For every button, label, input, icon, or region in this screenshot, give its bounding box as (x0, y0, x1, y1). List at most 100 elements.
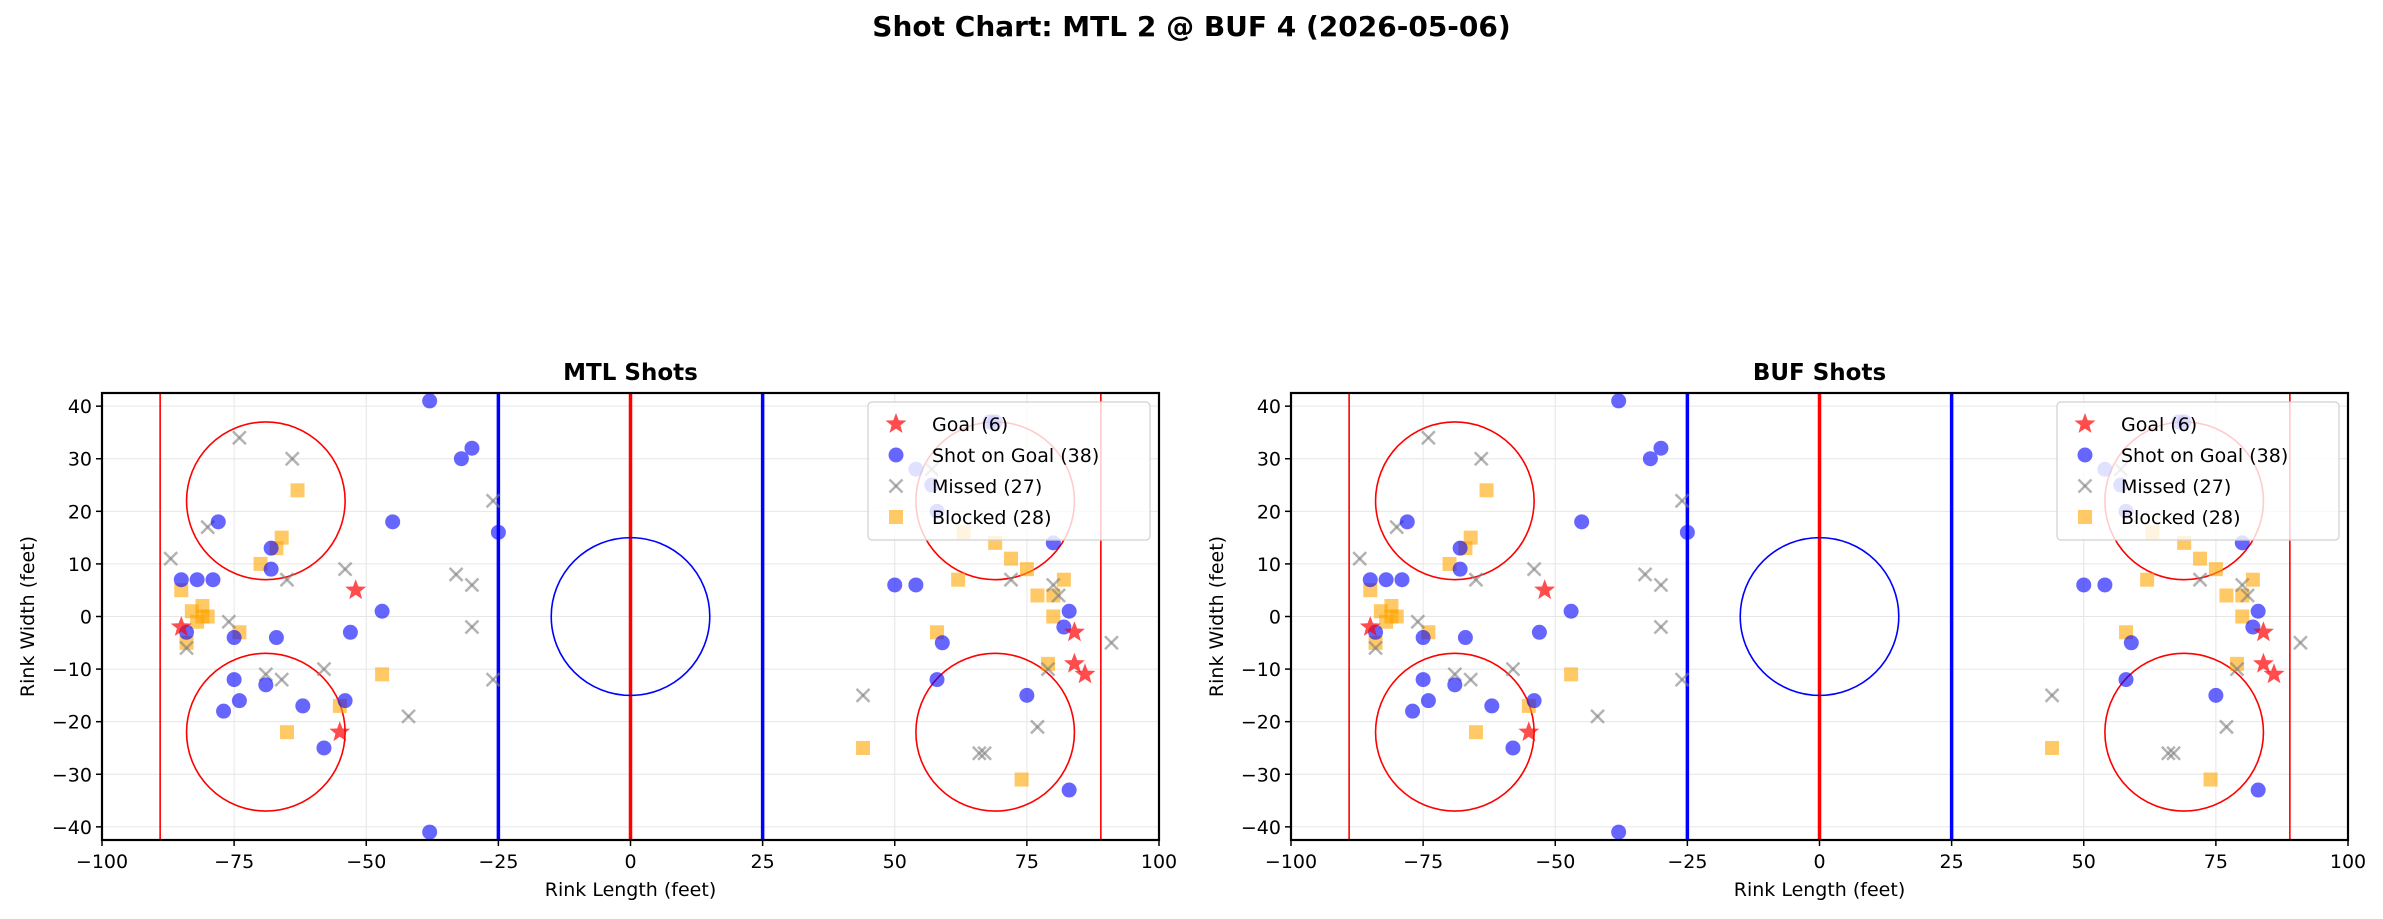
missed-point (232, 430, 247, 446)
x-tick-label: 50 (2072, 851, 2096, 873)
x-stroke-b (1352, 551, 1368, 567)
x-tick-label: −75 (1403, 851, 1443, 873)
shot-on-goal-point (189, 572, 205, 588)
missed-point (464, 619, 480, 635)
x-stroke-b (464, 577, 480, 593)
missed-point (1468, 572, 1484, 588)
x-stroke-b (1463, 672, 1479, 687)
missed-point (337, 561, 353, 577)
legend-marker-missed (888, 478, 904, 494)
x-stroke-b (232, 430, 247, 446)
missed-point (1473, 451, 1489, 467)
shot-on-goal-point (337, 693, 353, 709)
x-stroke-b (2166, 745, 2181, 761)
shot-on-goal-point (295, 698, 311, 714)
shot-on-goal-point (258, 677, 274, 693)
x-axis-label: Rink Length (feet) (1734, 879, 1905, 901)
x-tick-label: −50 (346, 851, 386, 873)
blocked-point (279, 725, 294, 740)
blocked-point (856, 740, 871, 755)
x-stroke-b (2293, 635, 2308, 651)
x-stroke-b (1003, 572, 1019, 588)
missed-point (1368, 640, 1383, 656)
legend-marker-shot-on-goal (2077, 447, 2093, 463)
x-tick-label: 0 (1813, 851, 1825, 873)
shot-on-goal-point (1019, 687, 1035, 703)
missed-point (1637, 567, 1653, 582)
missed-point (284, 451, 300, 467)
faceoff-circle (185, 421, 346, 581)
x-tick-label: −75 (214, 851, 254, 873)
missed-point (2240, 588, 2255, 603)
shot-on-goal-point (2097, 577, 2113, 593)
shot-on-goal-point (1457, 630, 1473, 646)
blocked-point (1468, 725, 1483, 740)
shot-on-goal-point (1642, 451, 1658, 467)
goal-point (345, 579, 367, 600)
shot-on-goal-point (1574, 514, 1590, 530)
chart-title: MTL Shots (563, 360, 698, 386)
blocked-point (2203, 772, 2218, 787)
chart-title: BUF Shots (1753, 360, 1886, 386)
x-stroke-b (274, 672, 290, 687)
y-tick-label: 0 (80, 607, 92, 629)
x-stroke-b (2044, 687, 2060, 703)
y-tick-label: −40 (52, 817, 92, 839)
legend-marker-goal (2074, 413, 2096, 433)
x-tick-label: 75 (1015, 851, 1039, 873)
legend-label: Missed (27) (2121, 476, 2231, 498)
blocked-point (1014, 772, 1029, 787)
shot-on-goal-point (1415, 630, 1431, 646)
missed-point (2219, 719, 2234, 735)
legend-box (2056, 401, 2340, 541)
x-stroke-b (888, 478, 904, 494)
faceoff-circle (915, 652, 1076, 812)
shot-on-goal-point (2123, 635, 2139, 651)
shot-on-goal-point (464, 440, 480, 456)
missed-point (971, 745, 987, 761)
x-stroke-b (1653, 619, 1669, 635)
faceoff-circle (1374, 421, 1535, 581)
missed-point (1653, 577, 1669, 593)
legend-label: Goal (6) (2121, 414, 2197, 436)
blocked-point (290, 483, 305, 498)
missed-point (2044, 687, 2060, 703)
blocked-point (2219, 588, 2234, 603)
missed-point (279, 572, 295, 588)
missed-point (179, 640, 194, 656)
shot-on-goal-point (490, 524, 506, 540)
shot-on-goal-point (2208, 687, 2224, 703)
x-stroke-b (163, 551, 179, 567)
blocked-point (1030, 588, 1045, 603)
shot-on-goal-point (1061, 603, 1077, 619)
shot-on-goal-point (316, 740, 332, 756)
shot-on-goal-point (1420, 693, 1436, 709)
shot-on-goal-point (1452, 540, 1468, 556)
missed-point (1352, 551, 1368, 567)
missed-point (258, 666, 274, 682)
shot-on-goal-point (2076, 577, 2092, 593)
shot-on-goal-point (263, 540, 279, 556)
y-tick-label: 10 (68, 554, 92, 576)
blocked-point (190, 614, 205, 629)
shot-on-goal-point (263, 561, 279, 577)
x-stroke-b (977, 745, 992, 761)
shot-on-goal-point (422, 824, 438, 840)
x-stroke-b (485, 493, 501, 509)
shot-on-goal-point (1611, 824, 1627, 840)
missed-point (1030, 719, 1045, 735)
missed-point (1040, 661, 1056, 677)
shot-on-goal-point (1611, 393, 1627, 409)
goal-point (329, 721, 351, 742)
blocked-point (375, 667, 390, 682)
y-tick-label: 10 (1257, 554, 1281, 576)
blocked-point (1373, 604, 1388, 619)
blocked-point (2140, 572, 2155, 587)
blocked-point (174, 583, 189, 598)
blocked-point (2208, 562, 2223, 577)
x-stroke-b (1447, 666, 1463, 682)
x-stroke-b (1674, 672, 1690, 687)
x-stroke-b (401, 709, 416, 724)
legend-box (867, 401, 1151, 541)
